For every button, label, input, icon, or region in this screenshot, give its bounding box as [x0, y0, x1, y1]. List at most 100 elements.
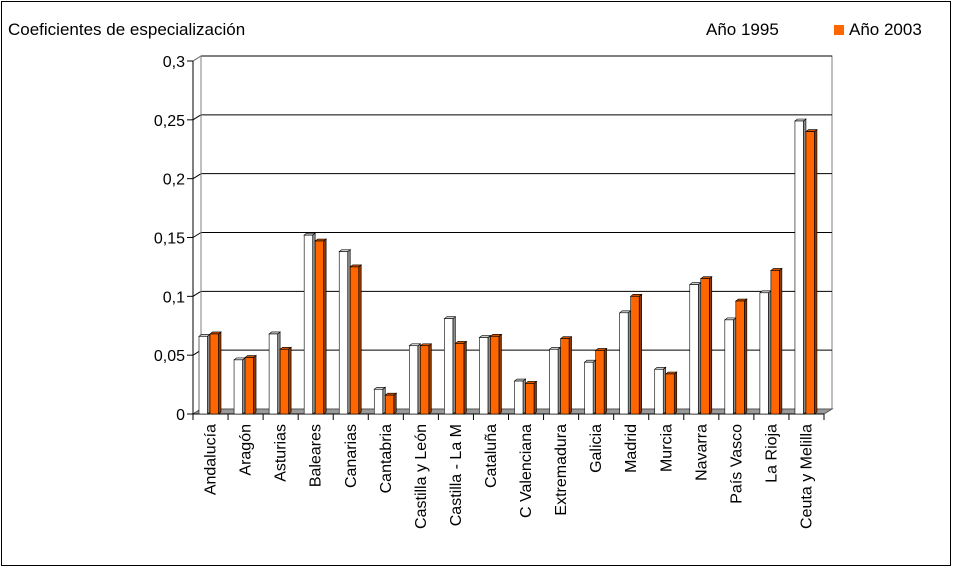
bar-2003-3 [314, 240, 324, 415]
bar-side-1-16 [779, 267, 783, 415]
y-tick-label-6: 0,3 [163, 54, 185, 71]
x-tick-label-7: Castilla - La M [448, 424, 465, 526]
bar-top-1-3 [314, 238, 328, 242]
x-tick-label-12: Madrid [623, 424, 640, 473]
bar-side-1-12 [638, 293, 642, 415]
bar-side-0-10 [557, 346, 561, 415]
bar-side-1-7 [463, 340, 467, 415]
legend-label-2003: Año 2003 [849, 20, 922, 39]
grid-diagonal-3 [192, 232, 202, 238]
bar-1995-9 [514, 380, 524, 415]
x-tick-label-0: Andalucía [203, 424, 220, 495]
bar-side-1-2 [288, 346, 292, 415]
bar-2003-13 [665, 373, 675, 415]
bar-1995-5 [373, 388, 384, 415]
bar-side-1-17 [814, 128, 818, 415]
bar-side-1-15 [744, 298, 748, 415]
y-tick-label-1: 0,05 [154, 348, 185, 365]
bar-side-0-4 [347, 248, 351, 415]
bar-1995-15 [724, 319, 734, 415]
bar-2003-16 [770, 270, 780, 415]
bar-1995-16 [759, 292, 769, 415]
bar-1995-11 [584, 361, 594, 415]
bar-top-1-0 [209, 331, 222, 335]
x-tick-label-8: Cataluña [483, 424, 500, 488]
bar-1995-12 [619, 312, 629, 415]
bar-side-0-16 [768, 290, 772, 415]
bar-side-1-8 [498, 333, 502, 415]
y-tick-label-0: 0 [176, 407, 185, 424]
bar-top-0-17 [794, 118, 807, 122]
x-tick-label-13: Murcia [658, 424, 675, 472]
bar-side-1-11 [603, 347, 607, 415]
chart-title: Coeficientes de especialización [8, 20, 246, 39]
x-tick-label-10: Extremadura [553, 424, 570, 516]
x-tick-label-14: Navarra [693, 424, 710, 481]
bar-side-0-1 [242, 357, 246, 415]
bar-side-1-1 [253, 354, 257, 415]
bar-side-1-13 [673, 371, 678, 415]
bar-side-0-7 [452, 316, 456, 415]
grid-diagonal-4 [192, 173, 202, 180]
y-tick-label-4: 0,2 [163, 172, 185, 189]
legend-label-1995: Año 1995 [706, 20, 779, 39]
bar-2003-6 [420, 345, 430, 415]
bar-2003-17 [805, 131, 815, 415]
bar-side-1-14 [708, 276, 713, 415]
grid-diagonal-2 [192, 290, 202, 297]
bar-side-1-10 [568, 336, 572, 415]
bar-side-1-9 [533, 380, 537, 415]
bar-1995-3 [303, 234, 313, 415]
x-tick-label-6: Castilla y León [413, 424, 430, 529]
bar-1995-14 [689, 284, 699, 415]
bar-side-0-0 [207, 333, 211, 415]
bar-1995-7 [444, 318, 454, 415]
x-tick-label-16: La Rioja [763, 424, 780, 483]
legend-swatch-2003 [834, 25, 844, 35]
bar-side-1-0 [218, 331, 222, 415]
bar-top-0-15 [723, 317, 737, 321]
bar-1995-0 [198, 336, 208, 415]
y-tick-label-5: 0,25 [154, 113, 185, 130]
bar-1995-13 [654, 368, 664, 415]
x-tick-label-15: País Vasco [728, 424, 745, 504]
bar-2003-5 [384, 394, 395, 415]
legend-item-2003: Año 2003 [834, 20, 922, 40]
bar-side-0-17 [803, 118, 807, 415]
y-tick-label-2: 0,1 [163, 289, 185, 306]
grid-diagonal-5 [192, 114, 202, 121]
bar-side-0-2 [277, 331, 281, 415]
bar-side-0-12 [627, 310, 631, 415]
bar-2003-0 [209, 333, 219, 415]
bar-side-0-8 [487, 334, 491, 415]
x-tick-label-1: Aragón [238, 424, 255, 476]
bar-2003-10 [560, 338, 570, 415]
bar-2003-9 [525, 383, 535, 415]
bar-1995-1 [233, 359, 243, 415]
bar-side-1-5 [393, 392, 397, 415]
x-tick-label-5: Cantabria [378, 424, 395, 493]
bar-1995-6 [409, 345, 419, 415]
x-tick-label-11: Galicia [588, 424, 605, 473]
bar-side-0-9 [522, 378, 526, 415]
bar-2003-12 [630, 296, 640, 415]
bar-side-0-11 [592, 359, 596, 415]
bar-side-0-14 [697, 281, 702, 415]
x-tick-label-4: Canarias [343, 424, 360, 488]
bar-2003-11 [595, 350, 605, 415]
legend-item-1995: Año 1995 [706, 20, 779, 40]
bar-side-0-6 [417, 343, 421, 415]
x-tick-label-2: Asturias [273, 424, 290, 482]
x-tick-label-3: Baleares [308, 424, 325, 487]
bar-1995-8 [479, 337, 489, 415]
bar-side-1-6 [428, 343, 432, 415]
bar-1995-17 [794, 120, 804, 415]
y-tick-label-3: 0,15 [154, 231, 185, 248]
bar-2003-15 [735, 300, 745, 415]
bar-side-0-15 [733, 317, 737, 415]
x-tick-label-9: C Valenciana [518, 424, 535, 518]
bar-2003-8 [490, 336, 500, 415]
bar-side-1-3 [323, 238, 327, 415]
bar-2003-7 [455, 343, 465, 415]
